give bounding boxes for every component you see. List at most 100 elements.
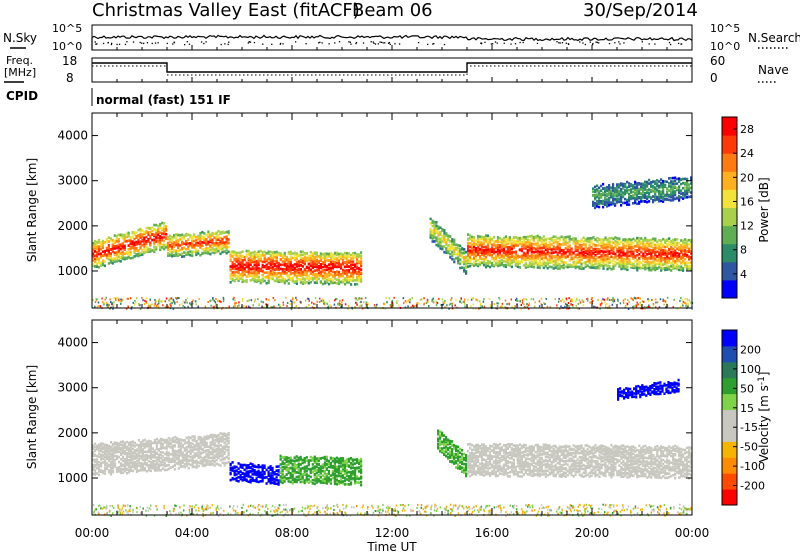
heatmap-cell bbox=[680, 249, 683, 253]
heatmap-cell bbox=[570, 257, 573, 261]
heatmap-cell bbox=[686, 261, 689, 264]
heatmap-cell bbox=[315, 275, 318, 279]
heatmap-cell bbox=[594, 250, 597, 253]
heatmap-cell bbox=[164, 305, 167, 308]
heatmap-cell bbox=[311, 257, 314, 260]
heatmap-cell bbox=[516, 243, 519, 247]
heatmap-cell bbox=[269, 255, 272, 259]
heatmap-cell bbox=[592, 202, 595, 205]
heatmap-cell bbox=[203, 236, 206, 239]
heatmap-cell bbox=[105, 249, 108, 252]
heatmap-cell bbox=[656, 188, 659, 191]
heatmap-cell bbox=[391, 299, 394, 302]
heatmap-cell bbox=[135, 443, 138, 447]
heatmap-cell bbox=[295, 253, 298, 257]
heatmap-cell bbox=[618, 249, 621, 253]
heatmap-cell bbox=[421, 298, 423, 301]
nave-label: Nave bbox=[758, 63, 789, 77]
heatmap-cell bbox=[686, 255, 689, 259]
heatmap-cell bbox=[337, 261, 341, 265]
heatmap-cell bbox=[195, 242, 198, 245]
heatmap-cell bbox=[608, 187, 611, 191]
heatmap-cell bbox=[638, 261, 641, 265]
heatmap-cell bbox=[358, 260, 361, 263]
heatmap-cell bbox=[602, 205, 605, 209]
heatmap-cell bbox=[441, 236, 444, 240]
heatmap-cell bbox=[201, 241, 204, 244]
heatmap-cell bbox=[602, 265, 605, 268]
heatmap-cell bbox=[139, 468, 142, 472]
heatmap-cell bbox=[550, 248, 553, 251]
heatmap-cell bbox=[676, 254, 679, 258]
heatmap-cell bbox=[169, 248, 172, 252]
heatmap-cell bbox=[241, 265, 244, 269]
heatmap-cell bbox=[123, 247, 126, 251]
heatmap-cell bbox=[121, 471, 125, 474]
heatmap-cell bbox=[688, 238, 691, 242]
heatmap-cell bbox=[287, 282, 290, 285]
heatmap-cell bbox=[592, 251, 595, 255]
heatmap-cell bbox=[630, 241, 633, 245]
heatmap-cell bbox=[111, 454, 115, 457]
nsearch-point bbox=[648, 43, 650, 45]
heatmap-cell bbox=[439, 226, 442, 230]
heatmap-cell bbox=[477, 234, 480, 238]
heatmap-cell bbox=[504, 260, 507, 263]
heatmap-cell bbox=[504, 252, 507, 256]
heatmap-cell bbox=[648, 250, 651, 254]
heatmap-cell bbox=[305, 272, 308, 275]
heatmap-cell bbox=[622, 301, 625, 304]
heatmap-cell bbox=[199, 253, 202, 257]
heatmap-cell bbox=[582, 253, 585, 257]
nsearch-point bbox=[107, 41, 109, 44]
heatmap-cell bbox=[596, 236, 599, 240]
heatmap-cell bbox=[145, 454, 148, 457]
heatmap-cell bbox=[478, 241, 482, 244]
heatmap-cell bbox=[545, 298, 547, 300]
heatmap-cell bbox=[129, 450, 133, 454]
heatmap-cell bbox=[143, 446, 146, 449]
heatmap-cell bbox=[477, 262, 480, 266]
heatmap-cell bbox=[245, 249, 248, 253]
heatmap-cell bbox=[590, 262, 593, 265]
heatmap-cell bbox=[504, 263, 507, 267]
heatmap-cell bbox=[652, 190, 655, 193]
heatmap-cell bbox=[123, 450, 127, 453]
heatmap-cell bbox=[492, 247, 496, 251]
heatmap-cell bbox=[658, 189, 661, 193]
heatmap-cell bbox=[612, 256, 615, 260]
heatmap-cell bbox=[143, 450, 146, 454]
heatmap-cell bbox=[299, 250, 302, 253]
nsearch-point bbox=[387, 42, 390, 44]
heatmap-cell bbox=[463, 302, 466, 305]
heatmap-cell bbox=[123, 441, 127, 445]
heatmap-cell bbox=[500, 244, 503, 247]
heatmap-cell bbox=[354, 279, 357, 282]
heatmap-cell bbox=[486, 234, 490, 238]
heatmap-cell bbox=[461, 260, 464, 264]
heatmap-cell bbox=[603, 298, 606, 301]
heatmap-cell bbox=[672, 185, 675, 189]
heatmap-cell bbox=[612, 197, 615, 201]
heatmap-cell bbox=[634, 188, 637, 192]
heatmap-cell bbox=[215, 306, 218, 309]
heatmap-cell bbox=[94, 463, 97, 467]
heatmap-cell bbox=[516, 256, 519, 259]
heatmap-cell bbox=[209, 233, 212, 236]
heatmap-cell bbox=[680, 268, 683, 272]
heatmap-cell bbox=[267, 267, 270, 270]
heatmap-cell bbox=[204, 305, 207, 308]
heatmap-cell bbox=[644, 185, 647, 189]
heatmap-cell bbox=[127, 244, 130, 247]
heatmap-cell bbox=[134, 299, 136, 302]
heatmap-cell bbox=[100, 463, 103, 466]
heatmap-cell bbox=[323, 281, 327, 285]
heatmap-cell bbox=[255, 265, 258, 268]
heatmap-cell bbox=[608, 259, 611, 262]
heatmap-cell bbox=[243, 304, 245, 307]
heatmap-cell bbox=[107, 447, 111, 451]
heatmap-cell bbox=[662, 237, 665, 241]
heatmap-cell bbox=[467, 257, 470, 260]
heatmap-cell bbox=[199, 243, 202, 246]
heatmap-cell bbox=[311, 252, 314, 255]
